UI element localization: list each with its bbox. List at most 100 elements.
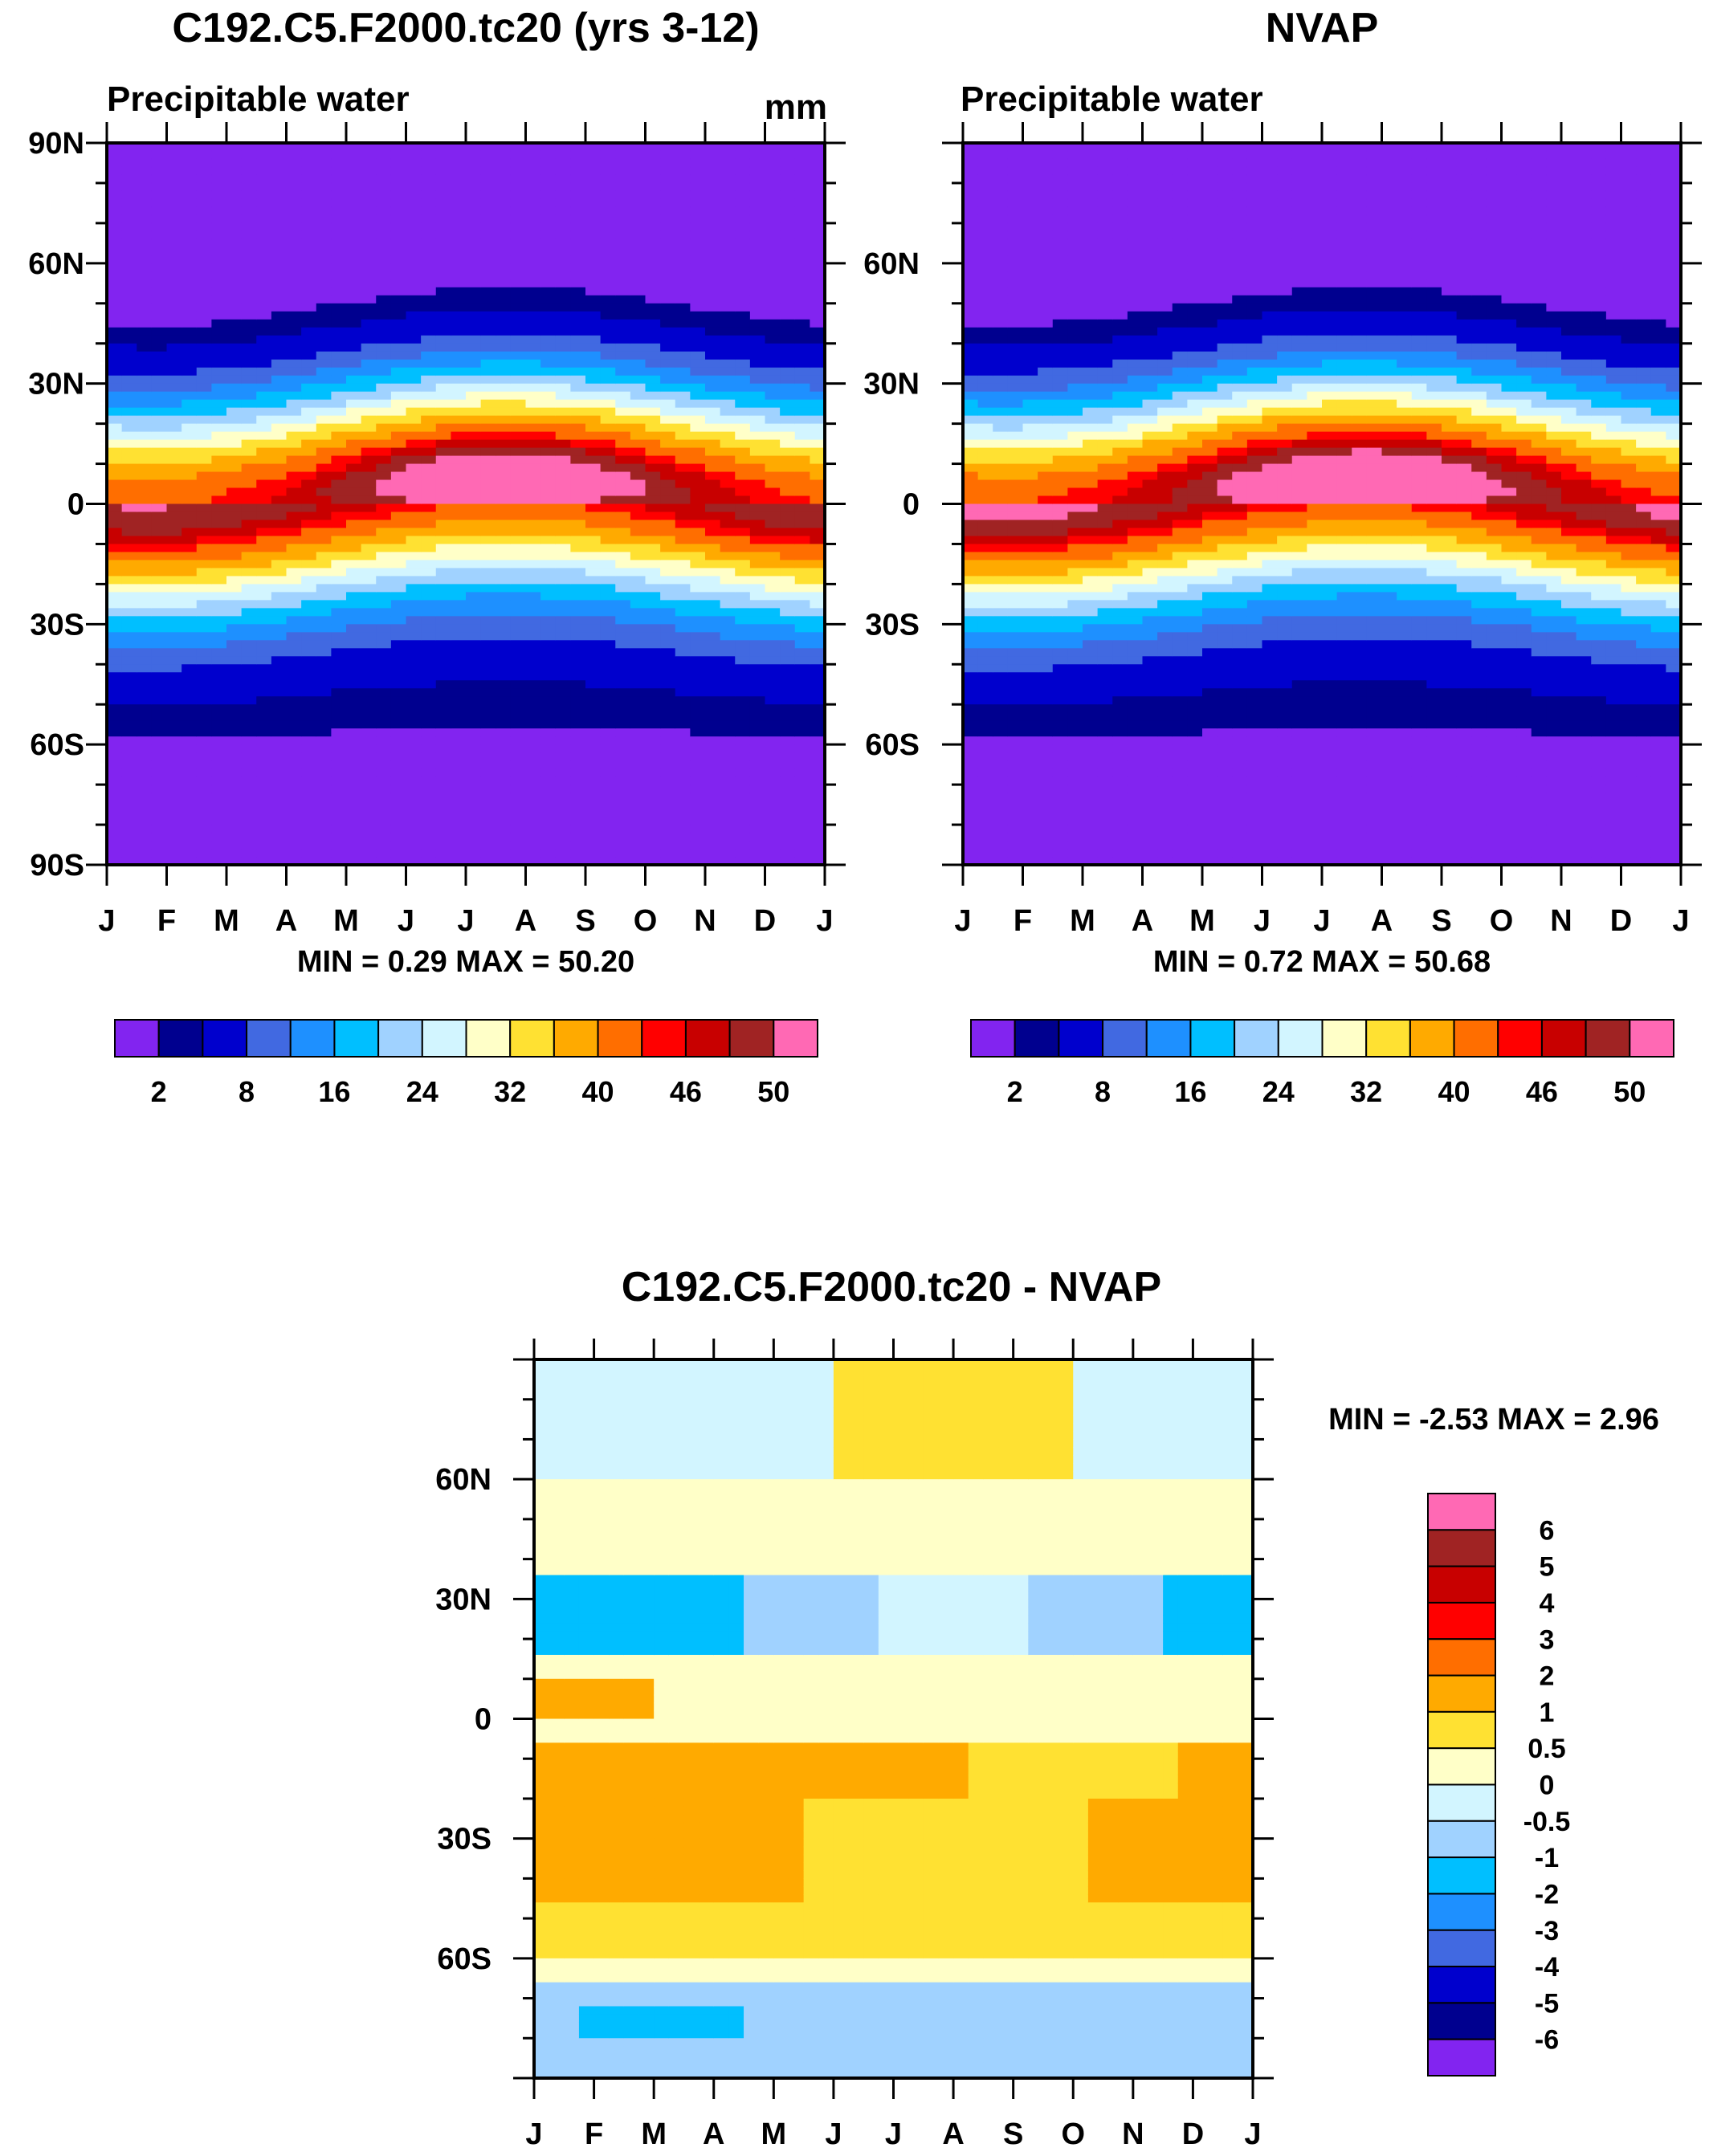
field-cell bbox=[810, 600, 826, 609]
field-cell bbox=[376, 712, 392, 721]
field-cell bbox=[525, 793, 541, 801]
field-cell bbox=[810, 632, 826, 641]
field-cell bbox=[963, 150, 979, 160]
field-cell bbox=[555, 760, 571, 769]
field-cell bbox=[121, 568, 137, 577]
field-cell bbox=[765, 190, 781, 200]
field-cell bbox=[600, 255, 616, 264]
field-cell bbox=[376, 552, 392, 561]
field-cell bbox=[585, 287, 602, 296]
field-cell bbox=[390, 536, 407, 545]
field-cell bbox=[780, 383, 796, 393]
field-cell bbox=[226, 495, 243, 505]
field-cell bbox=[720, 495, 736, 505]
field-cell bbox=[182, 423, 198, 433]
field-cell bbox=[286, 648, 302, 657]
field-cell bbox=[720, 391, 736, 401]
field-cell bbox=[166, 656, 182, 665]
field-cell bbox=[977, 817, 993, 825]
field-cell bbox=[421, 560, 437, 569]
field-cell bbox=[256, 399, 272, 409]
field-cell bbox=[645, 809, 661, 817]
field-cell bbox=[390, 303, 407, 312]
field-cell bbox=[241, 576, 257, 585]
field-cell bbox=[196, 238, 212, 248]
field-cell bbox=[749, 833, 766, 842]
field-cell bbox=[1038, 841, 1054, 850]
field-cell bbox=[749, 680, 766, 689]
field-cell bbox=[1022, 431, 1038, 441]
field-cell bbox=[690, 343, 706, 353]
field-cell bbox=[615, 664, 631, 673]
field-cell bbox=[196, 841, 212, 850]
field-cell bbox=[435, 463, 451, 473]
field-cell bbox=[585, 720, 602, 729]
field-cell bbox=[121, 776, 137, 785]
field-cell bbox=[451, 785, 467, 793]
field-cell bbox=[466, 311, 482, 320]
field-cell bbox=[570, 592, 586, 601]
field-cell bbox=[570, 528, 586, 537]
field-cell bbox=[993, 182, 1009, 192]
field-cell bbox=[525, 744, 541, 753]
field-cell bbox=[301, 672, 317, 681]
colorbar-label: 50 bbox=[757, 1075, 789, 1108]
field-cell bbox=[166, 287, 182, 296]
field-cell bbox=[301, 407, 317, 417]
field-cell bbox=[705, 704, 721, 713]
field-cell bbox=[182, 495, 198, 505]
field-cell bbox=[286, 295, 302, 304]
field-cell bbox=[525, 182, 541, 192]
field-cell bbox=[585, 536, 602, 545]
field-cell bbox=[346, 833, 362, 842]
field-cell bbox=[705, 536, 721, 545]
field-cell bbox=[241, 511, 257, 521]
field-cell bbox=[121, 760, 137, 769]
field-cell bbox=[466, 664, 482, 673]
field-cell bbox=[555, 287, 571, 296]
field-cell bbox=[196, 463, 212, 473]
colorbar-box bbox=[377, 1019, 423, 1058]
field-cell bbox=[585, 648, 602, 657]
field-cell bbox=[107, 287, 123, 296]
field-cell bbox=[765, 568, 781, 577]
field-cell bbox=[963, 592, 979, 601]
field-cell bbox=[256, 447, 272, 457]
field-cell bbox=[660, 367, 676, 377]
field-cell bbox=[977, 182, 993, 192]
field-cell bbox=[735, 367, 751, 377]
field-cell bbox=[645, 664, 661, 673]
field-cell bbox=[993, 415, 1009, 425]
field-cell bbox=[780, 833, 796, 842]
field-cell bbox=[780, 825, 796, 833]
field-cell bbox=[451, 143, 467, 152]
field-cell bbox=[705, 825, 721, 833]
field-cell bbox=[121, 255, 137, 264]
field-cell bbox=[480, 367, 496, 377]
field-cell bbox=[735, 423, 751, 433]
field-cell bbox=[406, 608, 422, 617]
field-cell bbox=[570, 736, 586, 745]
field-cell bbox=[466, 776, 482, 785]
field-cell bbox=[993, 744, 1009, 753]
y-tick-label: 30S bbox=[30, 608, 84, 642]
field-cell bbox=[585, 841, 602, 850]
field-cell bbox=[196, 664, 212, 673]
field-cell bbox=[735, 809, 751, 817]
field-cell bbox=[525, 720, 541, 729]
field-cell bbox=[510, 592, 527, 601]
field-cell bbox=[435, 672, 451, 681]
field-cell bbox=[256, 672, 272, 681]
field-cell bbox=[993, 712, 1009, 721]
field-cell bbox=[963, 423, 979, 433]
field-cell bbox=[794, 247, 810, 256]
field-cell bbox=[630, 158, 646, 168]
field-cell bbox=[390, 624, 407, 633]
field-cell bbox=[963, 455, 979, 465]
field-cell bbox=[555, 319, 571, 328]
field-cell bbox=[660, 431, 676, 441]
field-cell bbox=[406, 295, 422, 304]
field-cell bbox=[963, 849, 979, 858]
field-cell bbox=[585, 367, 602, 377]
field-cell bbox=[705, 311, 721, 320]
